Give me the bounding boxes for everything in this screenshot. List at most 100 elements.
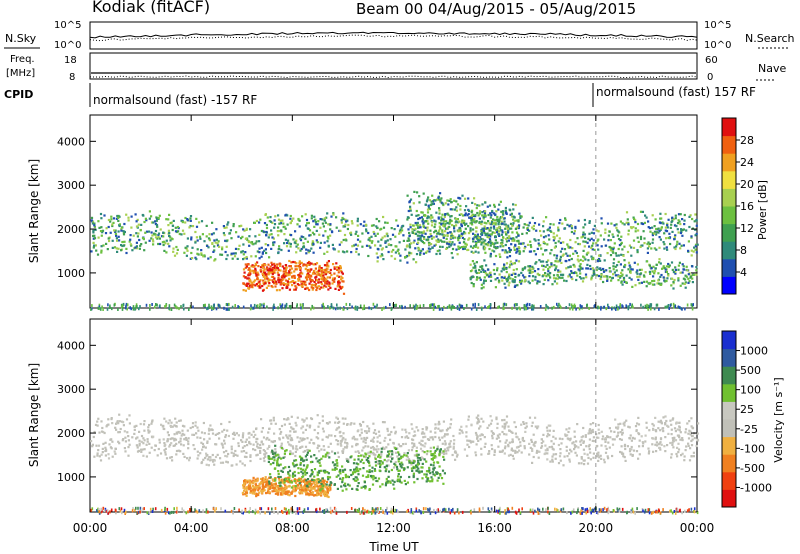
echo-cell <box>559 255 562 258</box>
echo-cell <box>441 451 444 454</box>
echo-cell <box>244 266 247 269</box>
echo-cell <box>554 268 557 272</box>
echo-cell <box>474 233 477 237</box>
echo-cell <box>140 434 144 438</box>
echo-cell <box>650 305 652 309</box>
echo-cell <box>292 260 295 264</box>
echo-cell <box>107 423 110 426</box>
echo-cell <box>189 426 192 430</box>
echo-cell <box>568 452 571 455</box>
echo-cell <box>245 256 248 259</box>
echo-cell <box>298 491 301 494</box>
echo-cell <box>268 272 271 275</box>
echo-cell <box>533 222 537 225</box>
echo-cell <box>493 245 496 249</box>
echo-cell <box>681 218 684 221</box>
echo-cell <box>420 211 423 214</box>
echo-cell <box>335 439 338 442</box>
echo-cell <box>421 444 424 447</box>
echo-cell <box>602 280 605 284</box>
echo-cell <box>441 213 444 216</box>
colorbar-tick-label: 4 <box>740 266 747 279</box>
echo-cell <box>266 305 268 309</box>
echo-cell <box>272 305 275 309</box>
echo-cell <box>382 447 385 450</box>
echo-cell <box>683 459 686 462</box>
echo-cell <box>242 243 245 246</box>
echo-cell <box>667 218 670 221</box>
echo-cell <box>447 305 450 309</box>
echo-cell <box>442 420 445 423</box>
echo-cell <box>652 265 655 268</box>
echo-cell <box>296 448 299 451</box>
echo-cell <box>217 240 220 243</box>
echo-cell <box>652 437 655 440</box>
echo-cell <box>245 284 248 287</box>
echo-cell <box>584 434 587 437</box>
echo-cell <box>237 442 240 445</box>
echo-cell <box>615 304 618 308</box>
echo-cell <box>534 440 537 444</box>
echo-cell <box>463 209 467 212</box>
echo-cell <box>438 198 441 201</box>
echo-cell <box>428 199 431 202</box>
echo-cell <box>125 306 127 310</box>
echo-cell <box>299 249 302 252</box>
echo-cell <box>653 225 656 228</box>
echo-cell <box>314 218 317 221</box>
echo-cell <box>215 307 218 311</box>
echo-cell <box>454 236 457 239</box>
echo-cell <box>513 285 516 288</box>
echo-cell <box>255 274 258 277</box>
echo-cell <box>611 250 614 253</box>
echo-cell <box>608 230 611 233</box>
echo-cell <box>284 264 288 267</box>
echo-cell <box>284 304 286 308</box>
echo-cell <box>153 449 156 452</box>
echo-cell <box>506 227 509 230</box>
echo-cell <box>514 244 517 247</box>
echo-cell <box>597 454 600 457</box>
echo-cell <box>583 233 586 236</box>
echo-cell <box>318 273 321 276</box>
echo-cell <box>584 435 587 438</box>
echo-cell <box>387 243 390 246</box>
echo-cell <box>179 450 182 453</box>
echo-cell <box>165 303 167 307</box>
echo-cell <box>562 464 565 467</box>
echo-cell <box>272 307 274 311</box>
echo-cell <box>100 249 103 252</box>
echo-cell <box>137 232 140 235</box>
echo-cell <box>610 247 613 250</box>
echo-cell <box>451 453 454 457</box>
echo-cell <box>603 275 606 278</box>
echo-cell <box>326 280 329 283</box>
echo-cell <box>323 252 326 255</box>
echo-cell <box>353 422 356 425</box>
echo-cell <box>503 276 506 279</box>
echo-cell <box>298 273 301 276</box>
echo-cell <box>462 247 465 251</box>
echo-cell <box>407 458 411 461</box>
echo-cell <box>468 445 471 449</box>
echo-cell <box>580 436 583 439</box>
echo-cell <box>444 213 447 216</box>
echo-cell <box>490 233 493 236</box>
echo-cell <box>490 214 493 217</box>
echo-cell <box>478 420 481 423</box>
echo-cell <box>387 250 390 254</box>
echo-cell <box>693 437 696 440</box>
echo-cell <box>559 452 562 455</box>
echo-cell <box>294 430 297 433</box>
echo-cell <box>580 456 583 459</box>
echo-cell <box>652 450 655 453</box>
echo-cell <box>429 446 432 449</box>
echo-cell <box>164 242 167 245</box>
echo-cell <box>512 215 515 218</box>
echo-cell <box>227 434 230 438</box>
echo-cell <box>476 421 479 424</box>
echo-cell <box>467 197 470 200</box>
echo-cell <box>322 286 325 289</box>
echo-cell <box>517 246 520 249</box>
echo-cell <box>191 433 194 436</box>
